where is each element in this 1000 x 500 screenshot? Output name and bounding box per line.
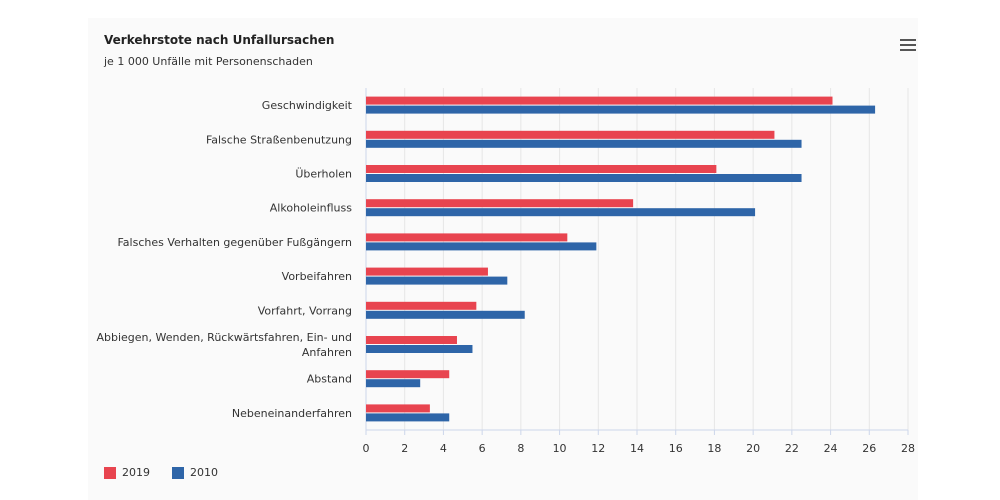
legend-label-2019: 2019: [122, 466, 150, 479]
category-label: Vorbeifahren: [282, 270, 352, 283]
x-tick-label: 28: [901, 442, 915, 455]
bar-2010: [366, 139, 802, 148]
bar-2010: [366, 379, 421, 388]
x-tick-label: 18: [707, 442, 721, 455]
bar-2019: [366, 336, 457, 344]
category-label: Falsches Verhalten gegenüber Fußgängern: [117, 236, 352, 249]
category-label: Abstand: [307, 373, 352, 386]
legend-swatch-2010: [172, 466, 184, 479]
bar-2019: [366, 130, 775, 139]
x-tick-label: 22: [785, 442, 799, 455]
bar-2010: [366, 413, 450, 422]
category-label: Falsche Straßenbenutzung: [206, 133, 352, 146]
category-label: Vorfahrt, Vorrang: [258, 304, 352, 317]
bar-2010: [366, 345, 473, 353]
bar-2019: [366, 199, 634, 208]
legend-label-2010: 2010: [190, 466, 218, 479]
x-tick-label: 24: [824, 442, 838, 455]
bar-2010: [366, 242, 597, 251]
bar-2010: [366, 105, 876, 114]
x-tick-label: 14: [630, 442, 644, 455]
chart-subtitle: je 1 000 Unfälle mit Personenschaden: [104, 55, 313, 68]
category-label: Abbiegen, Wenden, Rückwärtsfahren, Ein- …: [96, 331, 352, 344]
bar-2019: [366, 96, 833, 105]
x-tick-label: 12: [591, 442, 605, 455]
x-tick-label: 8: [517, 442, 524, 455]
x-tick-label: 10: [553, 442, 567, 455]
category-label: Überholen: [295, 168, 352, 181]
category-label: Anfahren: [302, 346, 352, 359]
x-tick-label: 0: [363, 442, 370, 455]
bar-2010: [366, 276, 508, 285]
category-label: Geschwindigkeit: [262, 99, 353, 112]
legend-swatch-2019: [104, 466, 116, 479]
x-tick-label: 26: [862, 442, 876, 455]
x-tick-label: 2: [401, 442, 408, 455]
bar-2010: [366, 208, 756, 217]
legend: 2019 2010: [104, 466, 218, 479]
bar-2019: [366, 301, 477, 310]
hamburger-menu-icon[interactable]: [900, 39, 916, 53]
bar-2019: [366, 404, 430, 413]
bar-2019: [366, 370, 450, 379]
legend-item-2010[interactable]: 2010: [172, 466, 218, 479]
bar-2019: [366, 233, 568, 242]
bar-2010: [366, 310, 525, 319]
legend-item-2019[interactable]: 2019: [104, 466, 150, 479]
bar-2010: [366, 174, 802, 182]
chart-title: Verkehrstote nach Unfallursachen: [104, 33, 335, 47]
x-tick-label: 4: [440, 442, 447, 455]
x-tick-label: 6: [479, 442, 486, 455]
category-label: Alkoholeinfluss: [270, 202, 352, 215]
bar-2019: [366, 165, 717, 173]
bar-2019: [366, 267, 488, 276]
category-label: Nebeneinanderfahren: [232, 407, 352, 420]
x-tick-label: 20: [746, 442, 760, 455]
x-tick-label: 16: [669, 442, 683, 455]
